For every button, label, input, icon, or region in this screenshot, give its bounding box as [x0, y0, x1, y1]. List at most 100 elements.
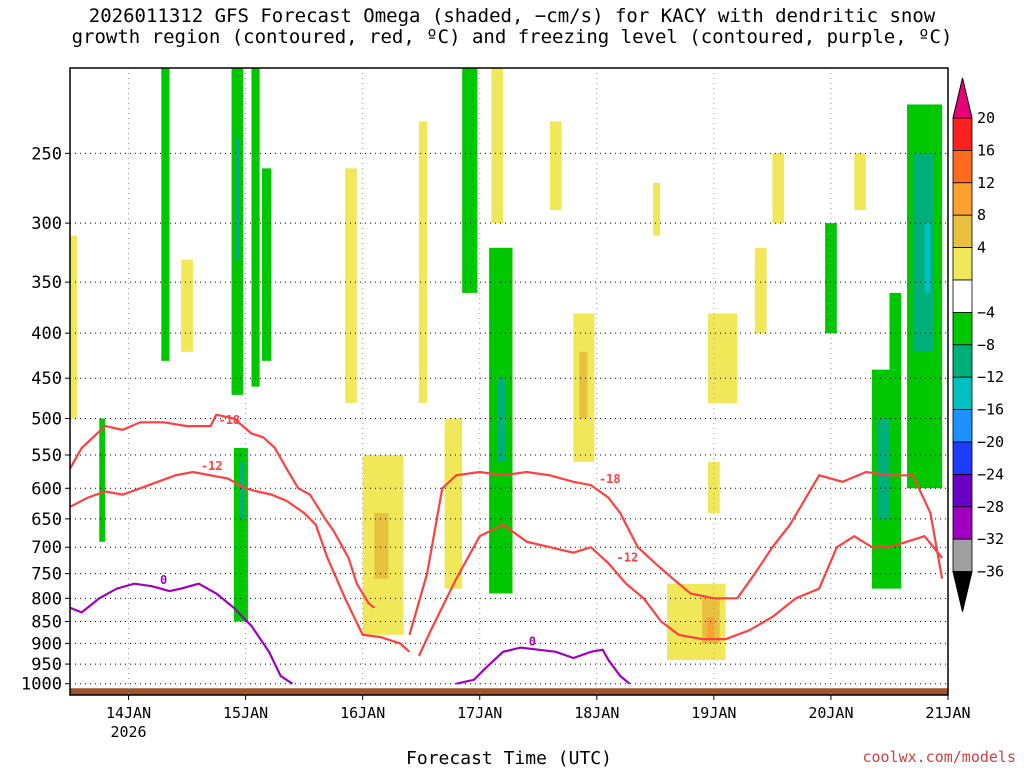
shade-region-12	[374, 512, 389, 579]
y-tick-label-350: 350	[31, 273, 62, 293]
y-tick-label-700: 700	[31, 538, 62, 558]
shade-region-18	[491, 68, 504, 224]
y-tick-label-800: 800	[31, 589, 62, 609]
contour-label-2: -18	[599, 472, 621, 486]
contour-label-4: 0	[160, 573, 167, 587]
chart-title: 2026011312 GFS Forecast Omega (shaded, −…	[0, 6, 1024, 48]
shade-region-9	[261, 168, 272, 361]
shade-region-3	[181, 259, 193, 352]
omega-shading	[70, 68, 943, 661]
contour-line-1	[69, 470, 411, 653]
shade-region-37	[889, 292, 902, 370]
colorbar-box-9	[952, 409, 973, 443]
y-tick-label-300: 300	[31, 214, 62, 234]
title-line-2: growth region (contoured, red, ºC) and f…	[71, 26, 953, 48]
shade-region-36	[924, 223, 931, 293]
colorbar-label-8: −16	[977, 401, 1004, 419]
y-tick-label-950: 950	[31, 655, 62, 675]
x-tick-label-20JAN: 20JAN	[808, 704, 853, 722]
colorbar-bottom-arrow	[952, 571, 973, 612]
x-tick-label-16JAN: 16JAN	[340, 704, 385, 722]
shade-region-15	[462, 68, 478, 293]
watermark: coolwx.com/models	[862, 748, 1016, 766]
colorbar-label-2: 12	[977, 174, 995, 192]
terrain-fill	[70, 688, 948, 695]
colorbar-label-0: 20	[977, 109, 995, 127]
colorbar-box-3	[952, 214, 973, 248]
x-tick-label-17JAN: 17JAN	[457, 704, 502, 722]
contour-line-0	[69, 413, 376, 609]
colorbar-label-13: −36	[977, 563, 1004, 581]
colorbar-box-6	[952, 311, 973, 346]
y-tick-label-900: 900	[31, 634, 62, 654]
colorbar-label-12: −32	[977, 530, 1004, 548]
x-tick-label-19JAN: 19JAN	[691, 704, 736, 722]
x-tick-label-14JAN: 14JAN	[106, 704, 151, 722]
y-tick-label-450: 450	[31, 369, 62, 389]
shade-region-5	[235, 137, 240, 260]
colorbar-box-1	[952, 149, 973, 184]
terrain-band	[70, 688, 948, 695]
contour-label-3: -12	[617, 550, 639, 564]
y-tick-label-750: 750	[31, 565, 62, 585]
colorbar-box-2	[952, 182, 973, 216]
contour-line-3	[417, 523, 943, 657]
shade-region-26	[708, 313, 738, 403]
colorbar-label-1: 16	[977, 141, 995, 159]
y-tick-label-1000: 1000	[21, 675, 62, 695]
shade-region-28	[754, 247, 767, 334]
y-tick-label-500: 500	[31, 410, 62, 430]
colorbar-label-7: −12	[977, 368, 1004, 386]
colorbar-label-3: 8	[977, 206, 986, 224]
contour-label-0: -18	[218, 413, 240, 427]
colorbar-box-13	[952, 538, 973, 573]
x-tick-sublabel-14JAN: 2026	[110, 723, 146, 741]
x-axis-title: Forecast Time (UTC)	[406, 748, 612, 768]
shade-region-35	[912, 153, 934, 352]
plot-frame	[69, 67, 949, 696]
contour-line-2	[408, 470, 944, 636]
colorbar-box-4	[952, 247, 973, 281]
x-tick-label-18JAN: 18JAN	[574, 704, 619, 722]
x-tick-label-15JAN: 15JAN	[223, 704, 268, 722]
y-tick-label-400: 400	[31, 324, 62, 344]
colorbar-box-11	[952, 473, 973, 508]
colorbar-box-8	[952, 376, 973, 411]
y-tick-label-600: 600	[31, 479, 62, 499]
shade-region-0	[70, 235, 78, 419]
shade-region-2	[161, 68, 170, 361]
y-tick-label-850: 850	[31, 613, 62, 633]
shade-region-27	[708, 461, 720, 513]
colorbar-box-7	[952, 344, 973, 378]
shade-region-13	[418, 121, 428, 403]
title-line-1: 2026011312 GFS Forecast Omega (shaded, −…	[88, 5, 936, 27]
y-axis: 2503003504004505005506006507007508008509…	[21, 144, 70, 695]
contour-label-5: 0	[529, 635, 536, 649]
shade-region-14	[444, 418, 463, 589]
shade-region-19	[549, 121, 562, 211]
colorbar: 20 16 12 8 4 −4 −8 −12 −16 −20 −24 −28 −32 −36	[952, 77, 1004, 612]
shade-region-22	[652, 182, 661, 236]
colorbar-box-10	[952, 441, 973, 475]
colorbar-box-12	[952, 506, 973, 540]
colorbar-label-10: −24	[977, 465, 1004, 483]
shade-region-7	[239, 461, 245, 519]
shade-region-17	[497, 378, 506, 462]
contour-line-5	[456, 646, 631, 685]
contour-line-4	[69, 582, 294, 685]
shade-region-33	[877, 418, 890, 519]
shade-region-31	[854, 153, 867, 211]
y-tick-label-250: 250	[31, 144, 62, 164]
colorbar-label-11: −28	[977, 498, 1004, 516]
colorbar-box-5	[952, 279, 973, 313]
shade-region-29	[772, 153, 785, 224]
colorbar-top-arrow	[952, 77, 973, 119]
y-tick-label-550: 550	[31, 446, 62, 466]
colorbar-label-5: −4	[977, 303, 995, 321]
colorbar-label-4: 4	[977, 239, 986, 257]
shade-region-25	[706, 616, 714, 640]
contour-label-1: -12	[201, 459, 223, 473]
y-tick-label-650: 650	[31, 510, 62, 530]
